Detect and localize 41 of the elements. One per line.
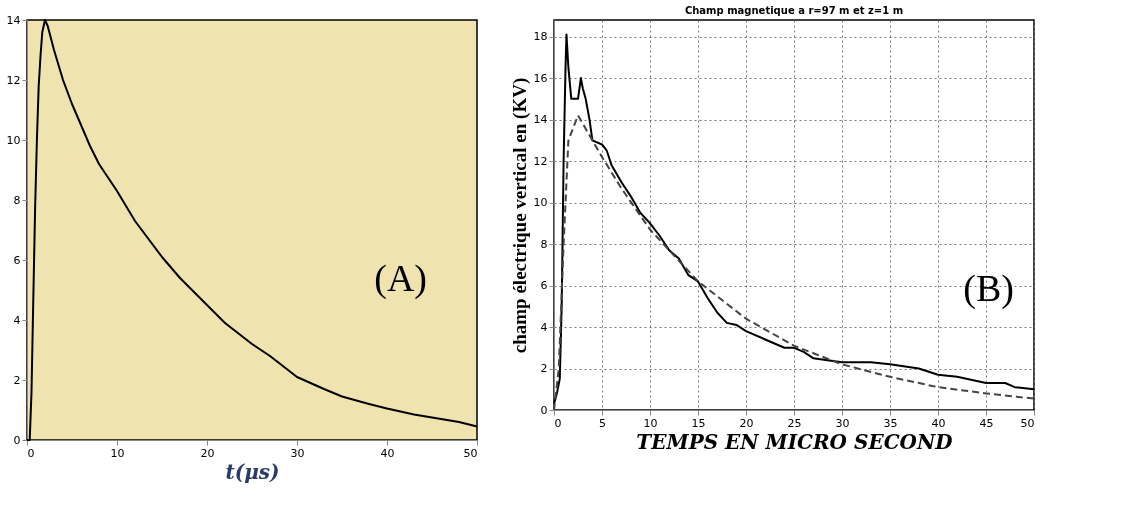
y-tick-label: 8 bbox=[540, 237, 548, 251]
y-tick-label: 18 bbox=[533, 30, 548, 44]
x-tick-label: 25 bbox=[787, 416, 802, 430]
x-tick-label: 5 bbox=[599, 416, 606, 430]
x-tick-label: 10 bbox=[643, 416, 658, 430]
x-tick-label: 50 bbox=[1020, 416, 1035, 430]
x-tick-label: 45 bbox=[979, 416, 994, 430]
x-tick-label: 20 bbox=[200, 446, 215, 460]
y-tick-label: 14 bbox=[6, 13, 21, 27]
x-axis-title: TEMPS EN MICRO SECOND bbox=[636, 429, 954, 454]
y-tick-label: 0 bbox=[13, 433, 21, 447]
y-tick-label: 8 bbox=[13, 193, 21, 207]
y-tick-label: 10 bbox=[6, 133, 21, 147]
y-tick-label: 4 bbox=[13, 313, 21, 327]
x-tick-label: 0 bbox=[554, 416, 562, 430]
y-tick-label: 14 bbox=[533, 113, 548, 127]
y-tick-label: 10 bbox=[533, 196, 548, 210]
y-tick-label: 16 bbox=[533, 71, 548, 85]
x-tick-label: 30 bbox=[835, 416, 850, 430]
x-tick-label: 30 bbox=[290, 446, 305, 460]
x-tick-label: 35 bbox=[883, 416, 898, 430]
annotation: (B) bbox=[963, 267, 1014, 310]
y-tick-label: 0 bbox=[540, 403, 548, 417]
x-tick-label: 50 bbox=[463, 446, 478, 460]
x-tick-label: 20 bbox=[739, 416, 754, 430]
y-tick-label: 2 bbox=[13, 373, 21, 387]
y-tick-label: 12 bbox=[533, 154, 548, 168]
annotation: (A) bbox=[374, 257, 427, 300]
x-axis-title: t(μs) bbox=[225, 459, 280, 484]
chart-title: Champ magnetique a r=97 m et z=1 m bbox=[684, 5, 904, 16]
y-tick-label: 12 bbox=[6, 73, 21, 87]
y-tick-label: 4 bbox=[540, 320, 548, 334]
y-tick-label: 6 bbox=[13, 253, 21, 267]
x-tick-label: 40 bbox=[380, 446, 395, 460]
x-tick-label: 40 bbox=[931, 416, 946, 430]
y-tick-label: 2 bbox=[540, 362, 548, 376]
x-tick-label: 15 bbox=[691, 416, 706, 430]
x-tick-label: 10 bbox=[110, 446, 125, 460]
y-tick-label: 6 bbox=[540, 279, 548, 293]
x-tick-label: 0 bbox=[27, 446, 35, 460]
y-axis-title: champ électrique vertical en (KV) bbox=[508, 77, 531, 354]
